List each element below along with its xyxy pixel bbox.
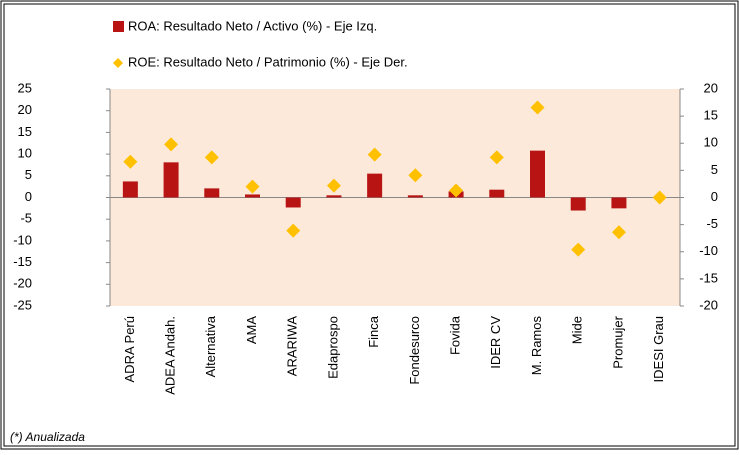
legend-label: ROA: Resultado Neto / Activo (%) - Eje I…	[128, 18, 377, 33]
bar	[204, 188, 220, 198]
bar	[407, 195, 423, 198]
legend-swatch	[113, 58, 123, 68]
y2-tick-label: 0	[711, 189, 718, 204]
legend-swatch	[113, 21, 124, 32]
y-tick-label: -5	[20, 211, 32, 226]
marker	[204, 150, 219, 165]
bar	[611, 197, 627, 209]
marker	[326, 178, 341, 193]
marker	[408, 168, 423, 183]
bar	[326, 195, 342, 198]
marker	[367, 147, 382, 162]
x-tick-label: IDER CV	[488, 316, 503, 369]
y-tick-label: -20	[13, 276, 32, 291]
y-tick-label: 0	[25, 189, 32, 204]
inner-border	[3, 3, 736, 447]
marker	[164, 137, 179, 152]
x-tick-label: Alternativa	[203, 315, 218, 377]
y-tick-label: 10	[18, 146, 32, 161]
marker	[286, 223, 301, 238]
y-tick-label: -10	[13, 232, 32, 247]
x-tick-label: ARARIWA	[285, 316, 300, 377]
x-tick-label: M. Ramos	[529, 316, 544, 376]
marker	[245, 179, 260, 194]
y-tick-label: 20	[18, 102, 32, 117]
y2-tick-label: 20	[704, 80, 718, 95]
bar	[285, 197, 301, 208]
bar	[570, 197, 586, 211]
x-tick-label: Fondesurco	[407, 316, 422, 385]
legend-label: ROE: Resultado Neto / Patrimonio (%) - E…	[128, 54, 408, 69]
x-tick-label: Promujer	[610, 315, 625, 368]
x-tick-label: Mide	[570, 316, 585, 344]
marker	[571, 242, 586, 257]
bar	[489, 189, 505, 198]
y2-tick-label: -20	[699, 297, 718, 312]
y2-tick-label: 10	[704, 135, 718, 150]
bar	[245, 194, 260, 198]
y-tick-label: 15	[18, 124, 32, 139]
y2-tick-label: 15	[704, 108, 718, 123]
y2-tick-label: -15	[699, 270, 718, 285]
bar	[163, 162, 179, 198]
y2-tick-label: -10	[699, 243, 718, 258]
x-tick-label: AMA	[244, 316, 259, 345]
marker	[530, 100, 545, 115]
marker	[611, 225, 626, 240]
y-tick-label: 25	[18, 80, 32, 95]
note: (*) Anualizada	[10, 430, 85, 444]
bar	[367, 173, 383, 198]
bar	[122, 181, 138, 198]
x-tick-label: Finca	[366, 315, 381, 348]
x-tick-label: Fovida	[448, 315, 463, 355]
y-tick-label: -15	[13, 254, 32, 269]
x-tick-label: IDESI Grau	[651, 316, 666, 382]
x-tick-label: Edaprospo	[325, 316, 340, 379]
y2-tick-label: -5	[706, 216, 718, 231]
bar	[530, 150, 545, 198]
y-tick-label: 5	[25, 167, 32, 182]
x-tick-label: ADRA Perú	[122, 316, 137, 382]
y2-tick-label: 5	[711, 162, 718, 177]
marker	[489, 150, 504, 165]
marker	[123, 154, 138, 169]
marker	[449, 183, 464, 198]
x-tick-label: ADEA Andah.	[163, 316, 178, 395]
y-tick-label: -25	[13, 297, 32, 312]
marker	[652, 190, 667, 205]
